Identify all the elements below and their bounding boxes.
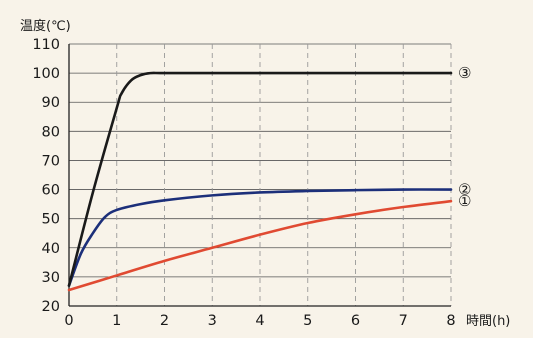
- y-tick-label: 80: [42, 124, 60, 140]
- x-tick-label: 8: [446, 313, 455, 329]
- series-line-1: [67, 199, 453, 292]
- y-tick-labels: 20 30 40 50 60 70 80 90 100 110: [32, 37, 60, 315]
- y-tick-label: 100: [32, 66, 60, 82]
- y-tick-label: 20: [42, 299, 60, 315]
- axes: [68, 44, 451, 307]
- x-tick-label: 1: [112, 313, 121, 329]
- y-tick-label: 30: [42, 270, 60, 286]
- y-tick-label: 60: [42, 183, 60, 199]
- y-axis-label: 温度(℃): [20, 18, 71, 34]
- series-label-3: ③: [458, 64, 471, 82]
- y-tick-label: 50: [42, 212, 60, 228]
- x-tick-label: 0: [64, 313, 73, 329]
- grid-lines: [69, 43, 452, 306]
- x-tick-labels: 0 1 2 3 4 5 6 7 8: [64, 313, 455, 329]
- x-tick-label: 3: [208, 313, 217, 329]
- y-tick-label: 110: [32, 37, 60, 53]
- series-label-2: ②: [458, 181, 471, 199]
- y-tick-label: 40: [42, 241, 60, 257]
- x-tick-label: 6: [351, 313, 360, 329]
- x-axis-label: 時間(h): [466, 314, 510, 329]
- series-labels: ①② ③: [458, 64, 471, 210]
- x-tick-label: 2: [160, 313, 169, 329]
- x-tick-label: 4: [255, 313, 264, 329]
- y-tick-label: 70: [42, 153, 60, 169]
- series-line-2: [67, 188, 453, 287]
- x-tick-label: 7: [399, 313, 408, 329]
- series-label-1: ①: [458, 192, 471, 210]
- series-lines: [67, 71, 453, 292]
- x-tick-label: 5: [303, 313, 312, 329]
- y-tick-label: 90: [42, 95, 60, 111]
- series-line-3: [67, 71, 453, 287]
